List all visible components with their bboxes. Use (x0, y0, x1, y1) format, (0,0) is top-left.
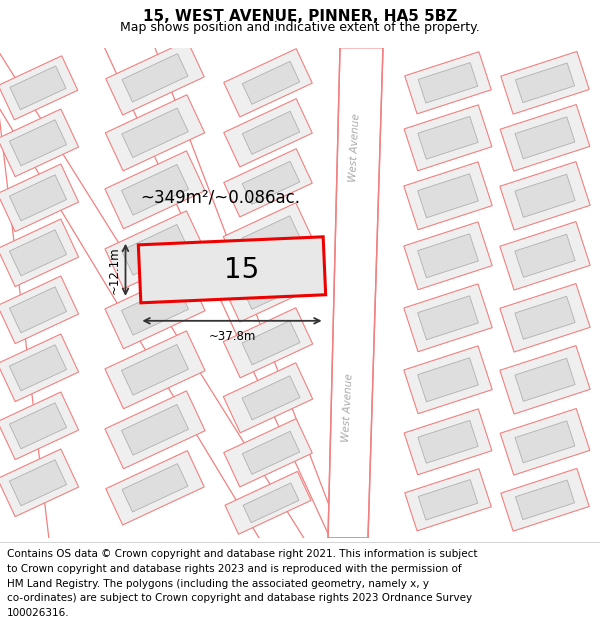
Polygon shape (242, 376, 300, 420)
Polygon shape (418, 62, 478, 103)
Polygon shape (0, 334, 79, 402)
Polygon shape (223, 362, 313, 433)
Text: co-ordinates) are subject to Crown copyright and database rights 2023 Ordnance S: co-ordinates) are subject to Crown copyr… (7, 593, 472, 603)
Text: Map shows position and indicative extent of the property.: Map shows position and indicative extent… (120, 21, 480, 34)
Polygon shape (515, 358, 575, 401)
Polygon shape (122, 284, 188, 335)
Polygon shape (242, 161, 300, 204)
Polygon shape (418, 296, 478, 340)
Polygon shape (418, 174, 478, 218)
Polygon shape (122, 164, 188, 215)
Polygon shape (10, 287, 67, 333)
Polygon shape (404, 346, 492, 414)
Polygon shape (515, 174, 575, 218)
Polygon shape (10, 230, 67, 276)
Text: West Avenue: West Avenue (348, 113, 362, 182)
Polygon shape (122, 108, 188, 158)
Text: 15, WEST AVENUE, PINNER, HA5 5BZ: 15, WEST AVENUE, PINNER, HA5 5BZ (143, 9, 457, 24)
Polygon shape (515, 296, 575, 339)
Text: 15: 15 (224, 256, 260, 284)
Polygon shape (0, 392, 79, 459)
Polygon shape (0, 56, 78, 120)
Polygon shape (418, 421, 478, 463)
Polygon shape (122, 224, 188, 275)
Polygon shape (404, 105, 492, 171)
Polygon shape (224, 49, 312, 117)
Text: to Crown copyright and database rights 2023 and is reproduced with the permissio: to Crown copyright and database rights 2… (7, 564, 462, 574)
Polygon shape (224, 419, 312, 487)
Polygon shape (105, 391, 205, 469)
Polygon shape (500, 346, 590, 414)
Polygon shape (105, 151, 205, 229)
Polygon shape (242, 216, 300, 260)
Text: ~349m²/~0.086ac.: ~349m²/~0.086ac. (140, 189, 300, 207)
Polygon shape (106, 451, 204, 525)
Polygon shape (515, 421, 575, 462)
Polygon shape (515, 117, 575, 159)
Text: West Avenue: West Avenue (341, 373, 355, 442)
Polygon shape (105, 331, 205, 409)
Polygon shape (139, 237, 326, 303)
Polygon shape (224, 149, 312, 217)
Polygon shape (418, 479, 478, 520)
Polygon shape (122, 404, 188, 455)
Polygon shape (515, 63, 575, 102)
Polygon shape (10, 460, 67, 506)
Polygon shape (0, 276, 79, 344)
Polygon shape (10, 175, 67, 221)
Polygon shape (122, 54, 188, 102)
Polygon shape (500, 104, 590, 171)
Polygon shape (418, 116, 478, 159)
Polygon shape (105, 211, 205, 289)
Polygon shape (328, 48, 383, 538)
Text: Contains OS data © Crown copyright and database right 2021. This information is : Contains OS data © Crown copyright and d… (7, 549, 478, 559)
Text: ~37.8m: ~37.8m (208, 330, 256, 342)
Polygon shape (515, 234, 575, 278)
Polygon shape (106, 41, 204, 115)
Polygon shape (242, 431, 300, 474)
Polygon shape (418, 234, 478, 278)
Text: ~12.1m: ~12.1m (107, 246, 121, 294)
Polygon shape (500, 222, 590, 290)
Polygon shape (500, 409, 590, 475)
Text: 100026316.: 100026316. (7, 608, 70, 618)
Polygon shape (242, 61, 300, 104)
Polygon shape (224, 99, 312, 167)
Polygon shape (0, 164, 79, 232)
Polygon shape (501, 468, 589, 531)
Polygon shape (10, 120, 67, 166)
Polygon shape (405, 469, 491, 531)
Polygon shape (10, 402, 67, 449)
Polygon shape (242, 266, 300, 309)
Polygon shape (0, 109, 79, 177)
Polygon shape (418, 358, 478, 402)
Polygon shape (0, 219, 79, 287)
Polygon shape (224, 254, 312, 322)
Polygon shape (243, 483, 299, 522)
Polygon shape (404, 284, 492, 352)
Polygon shape (122, 344, 188, 395)
Polygon shape (500, 162, 590, 230)
Polygon shape (223, 202, 313, 273)
Polygon shape (225, 471, 311, 534)
Polygon shape (122, 464, 188, 512)
Polygon shape (500, 284, 590, 352)
Polygon shape (105, 271, 205, 349)
Polygon shape (405, 52, 491, 114)
Polygon shape (404, 162, 492, 230)
Polygon shape (404, 222, 492, 290)
Polygon shape (0, 449, 79, 517)
Polygon shape (10, 345, 67, 391)
Polygon shape (515, 480, 575, 519)
Polygon shape (223, 308, 313, 378)
Text: HM Land Registry. The polygons (including the associated geometry, namely x, y: HM Land Registry. The polygons (includin… (7, 579, 429, 589)
Polygon shape (106, 95, 205, 171)
Polygon shape (242, 321, 300, 365)
Polygon shape (10, 66, 66, 109)
Polygon shape (404, 409, 492, 475)
Polygon shape (501, 51, 589, 114)
Polygon shape (242, 111, 300, 154)
